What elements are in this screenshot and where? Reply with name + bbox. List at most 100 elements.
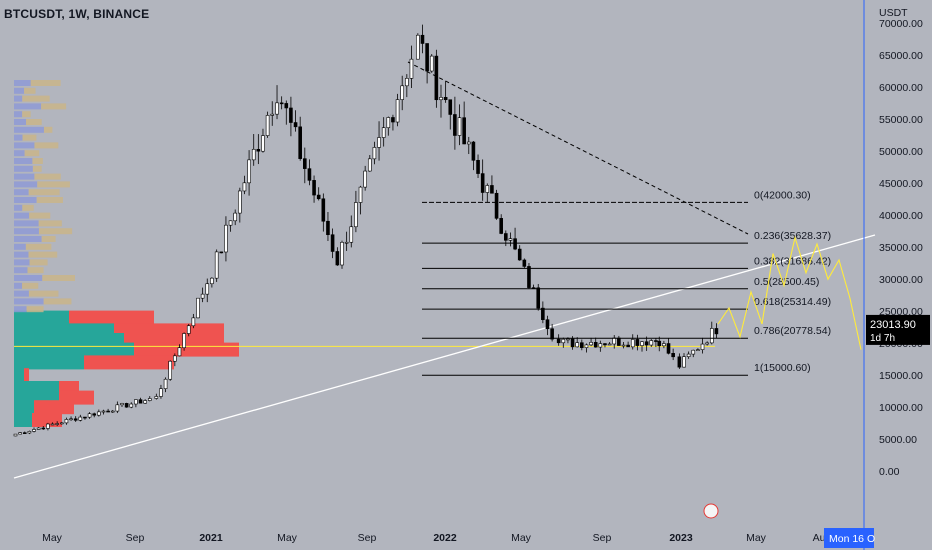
current-price-tag <box>866 314 930 345</box>
candle-body <box>640 341 644 346</box>
candle-body <box>120 403 124 406</box>
candle-body <box>73 418 78 421</box>
vp-left-bar <box>27 267 44 274</box>
vp-left-bar <box>14 95 23 102</box>
candle-body <box>443 97 448 101</box>
candle-body <box>603 343 607 346</box>
current-price-value: 23013.90 <box>870 319 916 331</box>
vp-left-bar <box>38 228 73 235</box>
vp-left-bar <box>37 181 70 188</box>
candle-body <box>654 340 658 342</box>
candle-body <box>644 341 649 346</box>
vp-left-bar <box>14 165 33 172</box>
vp-left-bar <box>42 275 75 281</box>
price-tick-label: 35000.00 <box>879 242 923 254</box>
candle-body <box>101 410 106 413</box>
vp-left-bar <box>43 126 53 133</box>
candle-body <box>409 58 414 79</box>
candle-body <box>649 340 654 346</box>
vp-left-bar <box>14 243 26 250</box>
candle-body <box>147 398 152 401</box>
candle-body <box>247 159 251 184</box>
candle-body <box>303 158 307 169</box>
vp-left-bar <box>24 150 40 157</box>
candle-body <box>480 173 485 193</box>
candle-body <box>200 293 205 299</box>
vp-left-bar <box>28 290 59 297</box>
vp-left-bar <box>14 212 30 219</box>
candle-body <box>671 353 675 358</box>
candle-body <box>545 319 550 330</box>
candle-body <box>589 342 593 346</box>
candle-body <box>159 388 163 397</box>
vp-left-bar <box>43 298 72 305</box>
candle-body <box>504 233 508 241</box>
vp-left-bar <box>30 80 61 86</box>
candle-body <box>466 141 471 145</box>
candle-body <box>173 355 177 362</box>
price-tick-label: 0.00 <box>879 466 900 478</box>
vp-left-bar <box>28 251 58 258</box>
candle-body <box>242 182 247 192</box>
price-tick-label: 55000.00 <box>879 114 923 126</box>
candle-body <box>471 141 476 161</box>
candle-body <box>705 342 709 345</box>
time-tick-label: May <box>42 532 63 544</box>
candle-body <box>340 242 344 266</box>
price-tick-label: 40000.00 <box>879 210 923 222</box>
candle-body <box>457 117 462 136</box>
candle-body <box>508 238 513 241</box>
candle-body <box>434 55 439 101</box>
vp-bar-down <box>134 342 239 357</box>
candle-body <box>177 347 182 357</box>
vp-left-bar <box>25 243 52 250</box>
support-trendline[interactable] <box>13 234 876 479</box>
time-marker-tag <box>824 528 874 548</box>
candle-body <box>686 353 691 357</box>
vp-left-bar <box>14 275 43 281</box>
candle-body <box>284 103 289 109</box>
vp-left-bar <box>14 298 44 305</box>
candle-body <box>612 337 617 345</box>
vp-left-bar <box>14 282 23 289</box>
candle-body <box>228 220 233 226</box>
candle-body <box>13 433 18 437</box>
time-tick-label: 2023 <box>669 532 693 544</box>
vp-left-bar <box>14 150 25 157</box>
candle-body <box>205 283 210 295</box>
vp-left-bar <box>14 111 23 118</box>
vp-left-bar <box>26 119 42 125</box>
candle-body <box>439 97 443 101</box>
time-axis: May Sep 2021 May Sep 2022 May Sep 2023 May AugMon … <box>42 503 875 548</box>
vp-left-bar <box>14 126 44 133</box>
fib-level-label: 0.786(20778.54) <box>754 325 831 337</box>
candle-body <box>32 429 36 432</box>
vp-left-bar <box>32 158 43 164</box>
vp-bar-down <box>32 413 62 427</box>
time-tick-label: 2022 <box>433 532 457 544</box>
vp-left-bar <box>14 236 42 242</box>
fib-level-label: 0.5(28500.45) <box>754 276 819 288</box>
vp-left-bar <box>14 251 29 258</box>
candle-body <box>367 158 372 172</box>
candle-body <box>275 102 279 115</box>
resistance-trendline[interactable] <box>407 61 749 235</box>
candle-body <box>598 343 603 348</box>
fib-retracement: 0(42000.30) 0.236(35628.37) 0.382(31686.42… <box>422 189 831 376</box>
time-tick-label: May <box>511 532 532 544</box>
vp-left-bar <box>14 134 23 141</box>
candle-body <box>386 117 391 129</box>
candle-body <box>425 43 429 72</box>
price-tick-label: 60000.00 <box>879 82 923 94</box>
candle-body <box>289 107 293 123</box>
volume-profile-left <box>14 80 75 313</box>
candle-body <box>41 427 46 430</box>
candle-countdown: 1d 7h <box>870 333 895 344</box>
candle-body <box>344 241 349 244</box>
candle-body <box>536 287 541 309</box>
vp-left-bar <box>14 306 27 313</box>
vp-bar-down <box>34 400 74 415</box>
candle-body <box>453 114 457 136</box>
